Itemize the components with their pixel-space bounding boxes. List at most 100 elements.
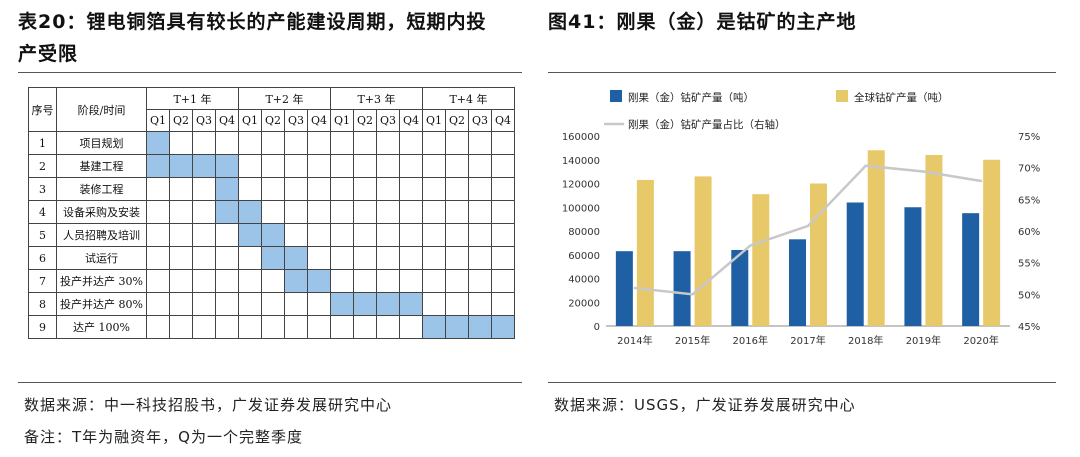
gantt-cell: [146, 315, 170, 339]
gantt-row-stage: 装修工程: [56, 177, 147, 201]
gantt-cell: [422, 200, 446, 224]
gantt-row: 8 投产并达产 80%: [28, 292, 515, 316]
gantt-cell: [192, 292, 216, 316]
gantt-cell: [468, 131, 492, 155]
gantt-cell: [215, 223, 239, 247]
bar-global: [867, 150, 885, 326]
gantt-cell: [468, 154, 492, 178]
left-tick-label: 40000: [568, 275, 600, 286]
gantt-cell: [169, 292, 193, 316]
gantt-row: 7 投产并达产 30%: [28, 269, 515, 293]
gantt-cell: [192, 269, 216, 293]
bar-global: [752, 194, 770, 326]
gantt-cell: [353, 200, 377, 224]
gantt-row-stage: 项目规划: [56, 131, 147, 155]
left-title: 表20：锂电铜箔具有较长的产能建设周期，短期内投 产受限: [18, 6, 522, 70]
gantt-cell: [238, 154, 262, 178]
gantt-cell: [376, 315, 400, 339]
left-tick-label: 60000: [568, 251, 600, 262]
gantt-cell-filled: [215, 200, 239, 224]
bar-drc: [962, 213, 980, 326]
gantt-row-no: 8: [28, 292, 57, 316]
gantt-cell: [284, 315, 308, 339]
gantt-row: 4 设备采购及安装: [28, 200, 515, 224]
gantt-quarter-header: Q2: [445, 109, 469, 132]
gantt-cell: [376, 154, 400, 178]
gantt-row-stage: 投产并达产 80%: [56, 292, 147, 316]
gantt-cell-filled: [169, 154, 193, 178]
cobalt-chart: 刚果（金）钴矿产量（吨） 全球钴矿产量（吨） 刚果（金）钴矿产量占比（右轴） 0 200…: [562, 90, 1040, 347]
gantt-row-stage: 试运行: [56, 246, 147, 270]
gantt-cell: [399, 246, 423, 270]
gantt-cell: [445, 131, 469, 155]
gantt-cell: [146, 292, 170, 316]
line-share-point: [864, 164, 867, 167]
gantt-cell: [330, 200, 354, 224]
right-source: 数据来源：USGS，广发证券发展研究中心: [554, 396, 856, 414]
gantt-cell: [169, 269, 193, 293]
gantt-cell: [215, 315, 239, 339]
gantt-cell: [399, 223, 423, 247]
gantt-row-stage: 达产 100%: [56, 315, 147, 339]
gantt-cell: [169, 315, 193, 339]
gantt-cell: [468, 292, 492, 316]
gantt-cell: [330, 177, 354, 201]
gantt-cell: [445, 246, 469, 270]
gantt-year-header: T+3 年: [330, 87, 423, 110]
gantt-row-stage: 基建工程: [56, 154, 147, 178]
gantt-cell: [330, 269, 354, 293]
gantt-row: 6 试运行: [28, 246, 515, 270]
gantt-cell: [468, 223, 492, 247]
right-tick-label: 65%: [1018, 195, 1040, 206]
gantt-year-header: T+2 年: [238, 87, 331, 110]
gantt-year-header: T+1 年: [146, 87, 239, 110]
gantt-cell: [238, 131, 262, 155]
gantt-cell: [330, 154, 354, 178]
left-tick-label: 20000: [568, 298, 600, 309]
gantt-cell: [215, 246, 239, 270]
gantt-cell: [146, 200, 170, 224]
gantt-cell: [445, 292, 469, 316]
bar-global: [636, 179, 654, 326]
gantt-cell: [169, 200, 193, 224]
bar-global: [810, 183, 827, 326]
left-source: 数据来源：中一科技招股书，广发证券发展研究中心: [24, 396, 393, 414]
gantt-cell: [238, 269, 262, 293]
gantt-cell: [468, 177, 492, 201]
gantt-cell-filled: [261, 246, 285, 270]
gantt-cell: [445, 200, 469, 224]
gantt-row: 3 装修工程: [28, 177, 515, 201]
x-tick-label: 2015年: [675, 334, 710, 347]
gantt-cell: [353, 154, 377, 178]
gantt-cell: [192, 177, 216, 201]
gantt-cell: [376, 177, 400, 201]
gantt-cell: [376, 200, 400, 224]
gantt-cell: [307, 177, 331, 201]
gantt-row-no: 6: [28, 246, 57, 270]
gantt-cell-filled: [376, 292, 400, 316]
left-note: 备注：T年为融资年，Q为一个完整季度: [24, 428, 303, 446]
gantt-quarter-header: Q3: [376, 109, 400, 132]
gantt-cell: [307, 200, 331, 224]
x-tick-label: 2017年: [790, 334, 825, 347]
left-tick-label: 140000: [562, 156, 600, 167]
gantt-cell-filled: [307, 269, 331, 293]
gantt-header-stage: 阶段/时间: [56, 87, 147, 132]
gantt-quarter-header: Q3: [284, 109, 308, 132]
gantt-quarter-header: Q1: [330, 109, 354, 132]
gantt-quarter-header: Q4: [491, 109, 515, 132]
gantt-cell: [445, 223, 469, 247]
line-share-point: [922, 170, 925, 173]
gantt-cell: [468, 200, 492, 224]
gantt-quarter-header: Q4: [399, 109, 423, 132]
gantt-row-stage: 设备采购及安装: [56, 200, 147, 224]
gantt-cell: [284, 223, 308, 247]
x-tick-label: 2016年: [733, 334, 768, 347]
gantt-cell: [353, 315, 377, 339]
gantt-row-stage: 人员招聘及培训: [56, 223, 147, 247]
gantt-cell: [284, 131, 308, 155]
gantt-cell: [399, 131, 423, 155]
gantt-cell: [215, 292, 239, 316]
left-title-line2: 产受限: [18, 43, 79, 65]
gantt-quarter-header: Q4: [215, 109, 239, 132]
